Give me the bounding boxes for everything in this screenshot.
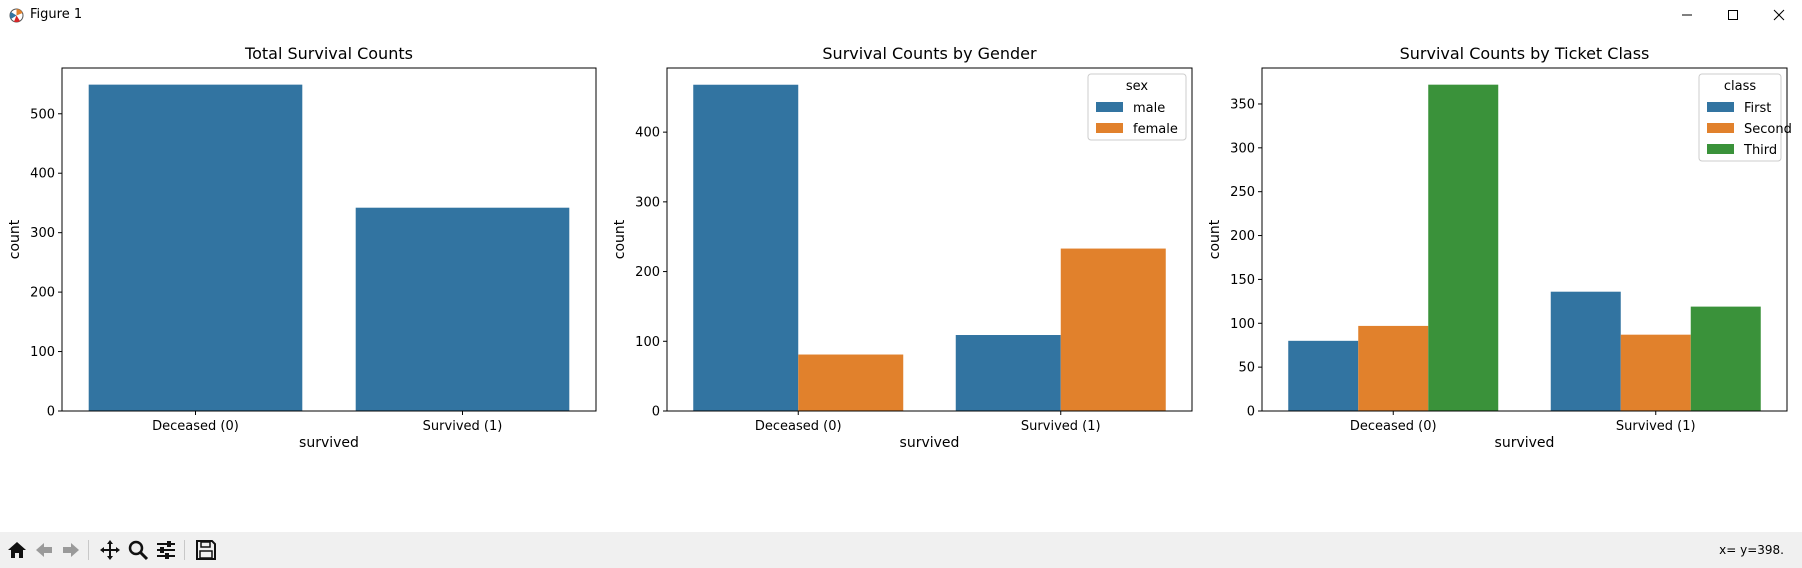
configure-subplots-button[interactable] [152,536,180,564]
chart2-ytick-label: 400 [635,126,660,141]
chart2-legend-swatch-male [1096,102,1123,112]
zoom-magnifier-icon [128,540,149,561]
chart3-title: Survival Counts by Ticket Class [1400,44,1650,63]
chart2-legend-swatch-female [1096,123,1123,133]
home-button[interactable] [3,536,31,564]
navigation-toolbar: x= y=398. [0,532,1802,568]
chart1-title: Total Survival Counts [244,44,413,63]
chart2-ytick-label: 200 [635,265,660,280]
chart3-bar-third-2 [1690,306,1761,411]
window-title: Figure 1 [30,7,83,22]
chart3-bar-second-2 [1620,334,1691,411]
chart2-ylabel: count [612,219,628,259]
chart1-ytick-label: 200 [30,286,55,301]
pan-move-icon [100,540,120,560]
chart3-ytick-label: 50 [1238,361,1255,376]
chart3-bar-second-1 [1358,325,1429,411]
chart1-ytick-label: 400 [30,167,55,182]
close-icon [1773,9,1785,21]
figure-canvas[interactable]: 0 100 200 300 400 500 Deceased (0) Survived (1)… [0,30,1802,532]
chart2-xtick-label: Survived (1) [1021,419,1101,434]
chart1-ylabel: count [7,219,23,259]
chart2-bar-male-2 [955,335,1061,411]
chart1-xlabel: survived [299,435,359,451]
chart2-legend-label-female: female [1133,122,1178,137]
chart2-ytick-label: 300 [635,195,660,210]
chart3-bar-first-1 [1288,340,1359,411]
chart3-legend-swatch-second [1707,123,1734,133]
chart1-axes-frame [61,67,597,412]
maximize-icon [1728,10,1738,20]
chart1-ytick-label: 300 [30,226,55,241]
forward-arrow-icon [63,543,79,557]
chart3-xlabel: survived [1495,435,1555,451]
back-arrow-icon [36,543,52,557]
chart1-ytick-label: 100 [30,345,55,360]
pan-button[interactable] [96,536,124,564]
home-icon [8,542,26,558]
chart3-bar-third-1 [1428,84,1499,412]
chart1-ytick-label: 0 [47,405,55,420]
chart3-legend-label-third: Third [1743,143,1777,158]
chart3-ytick-label: 0 [1247,405,1255,420]
chart3-ytick-label: 200 [1230,229,1255,244]
chart3-ytick-label: 100 [1230,317,1255,332]
toolbar-separator [88,540,89,560]
chart3-ytick-label: 250 [1230,185,1255,200]
chart1-bar-total-1 [88,84,303,411]
chart3-legend-swatch-first [1707,102,1734,112]
chart3-legend-box [1698,73,1782,162]
chart3-legend-label-second: Second [1744,122,1792,137]
matplotlib-app-icon [9,8,24,23]
chart3-legend-title: class [1724,79,1756,94]
chart2-bar-female-1 [798,354,904,411]
chart2-legend-label-male: male [1133,101,1165,116]
window-titlebar: Figure 1 [0,0,1802,30]
configure-subplots-icon [157,541,175,559]
close-button[interactable] [1756,0,1802,30]
toolbar-separator [184,540,185,560]
cursor-coordinates: x= y=398. [1719,543,1784,557]
forward-button[interactable] [57,536,85,564]
chart2-bar-male-1 [693,84,799,412]
chart3-bar-first-2 [1550,291,1621,411]
save-floppy-icon [196,540,216,560]
chart3-legend-label-first: First [1744,101,1771,116]
chart1-xtick-label: Deceased (0) [152,419,239,434]
zoom-button[interactable] [124,536,152,564]
minimize-icon [1682,14,1692,16]
chart2-axes-frame [666,67,1193,412]
chart2-ytick-label: 0 [652,405,660,420]
chart2-ytick-label: 100 [635,335,660,350]
chart2-xtick-label: Deceased (0) [755,419,842,434]
chart1-xtick-label: Survived (1) [423,419,503,434]
chart3-ytick-label: 150 [1230,273,1255,288]
save-button[interactable] [192,536,220,564]
chart2-bar-female-2 [1060,248,1166,411]
chart3-legend-swatch-third [1707,144,1734,154]
chart3-axes-frame [1261,67,1788,412]
maximize-button[interactable] [1710,0,1756,30]
chart3-ytick-label: 350 [1230,97,1255,112]
chart2-title: Survival Counts by Gender [822,44,1037,63]
chart3-ytick-label: 300 [1230,141,1255,156]
chart2-legend-title: sex [1126,79,1149,94]
chart3-xtick-label: Deceased (0) [1350,419,1437,434]
chart2-xlabel: survived [900,435,960,451]
chart1-ytick-label: 500 [30,107,55,122]
minimize-button[interactable] [1664,0,1710,30]
chart1-bar-total-2 [355,207,570,411]
back-button[interactable] [30,536,58,564]
chart3-xtick-label: Survived (1) [1616,419,1696,434]
chart3-ylabel: count [1207,219,1223,259]
